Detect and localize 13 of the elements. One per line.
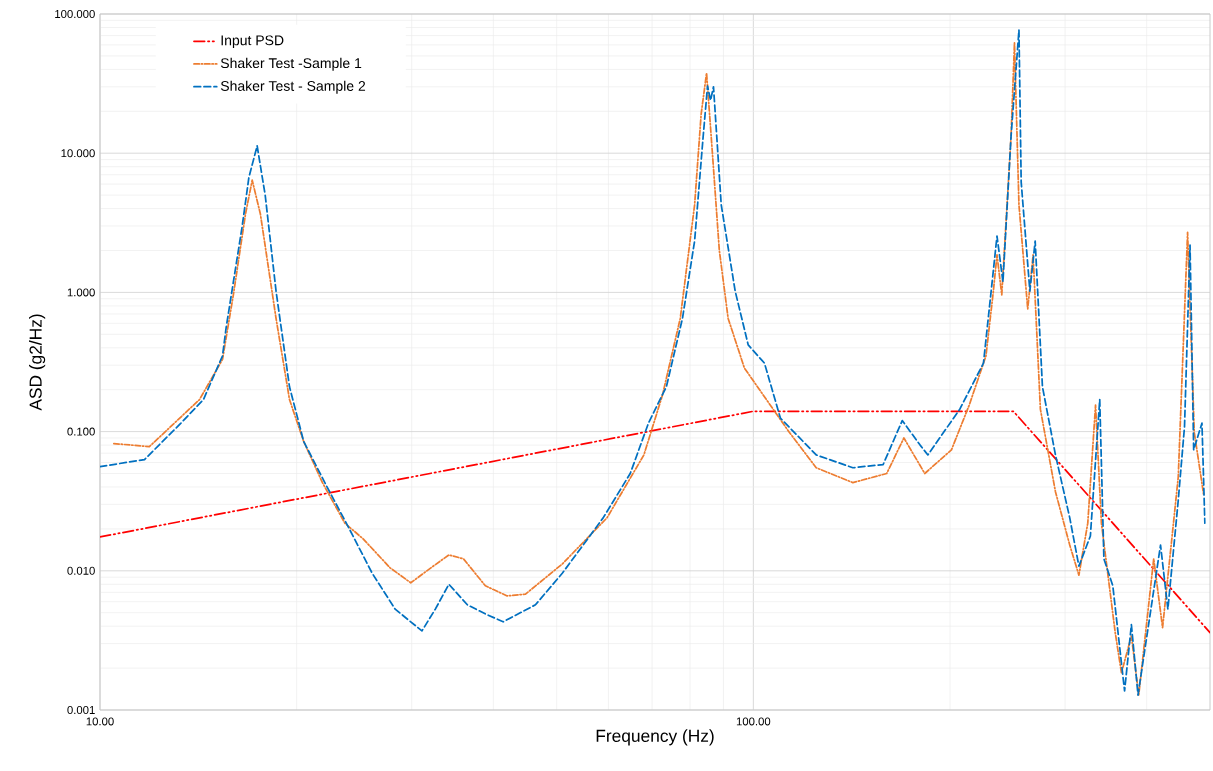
x-tick-label: 10.00 [86, 717, 114, 726]
legend-label: Input PSD [221, 35, 284, 49]
y-tick-label: 1.000 [67, 288, 95, 297]
y-tick-label: 0.010 [67, 566, 95, 575]
y-tick-label: 0.100 [67, 427, 95, 436]
y-tick-label: 100.000 [55, 10, 95, 19]
x-axis-title: Frequency (Hz) [596, 729, 714, 746]
x-tick-label: 100.00 [736, 717, 771, 726]
y-tick-label: 10.000 [61, 149, 95, 158]
y-axis-title: ASD (g2/Hz) [29, 314, 46, 411]
y-tick-label: 0.001 [67, 706, 95, 715]
legend-label: Shaker Test -Sample 1 [220, 57, 362, 71]
legend-label: Shaker Test - Sample 2 [220, 80, 366, 94]
